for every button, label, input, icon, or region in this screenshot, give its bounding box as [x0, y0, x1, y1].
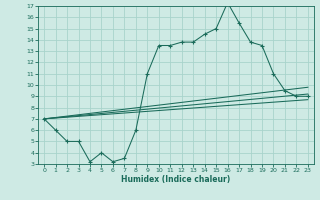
X-axis label: Humidex (Indice chaleur): Humidex (Indice chaleur) — [121, 175, 231, 184]
